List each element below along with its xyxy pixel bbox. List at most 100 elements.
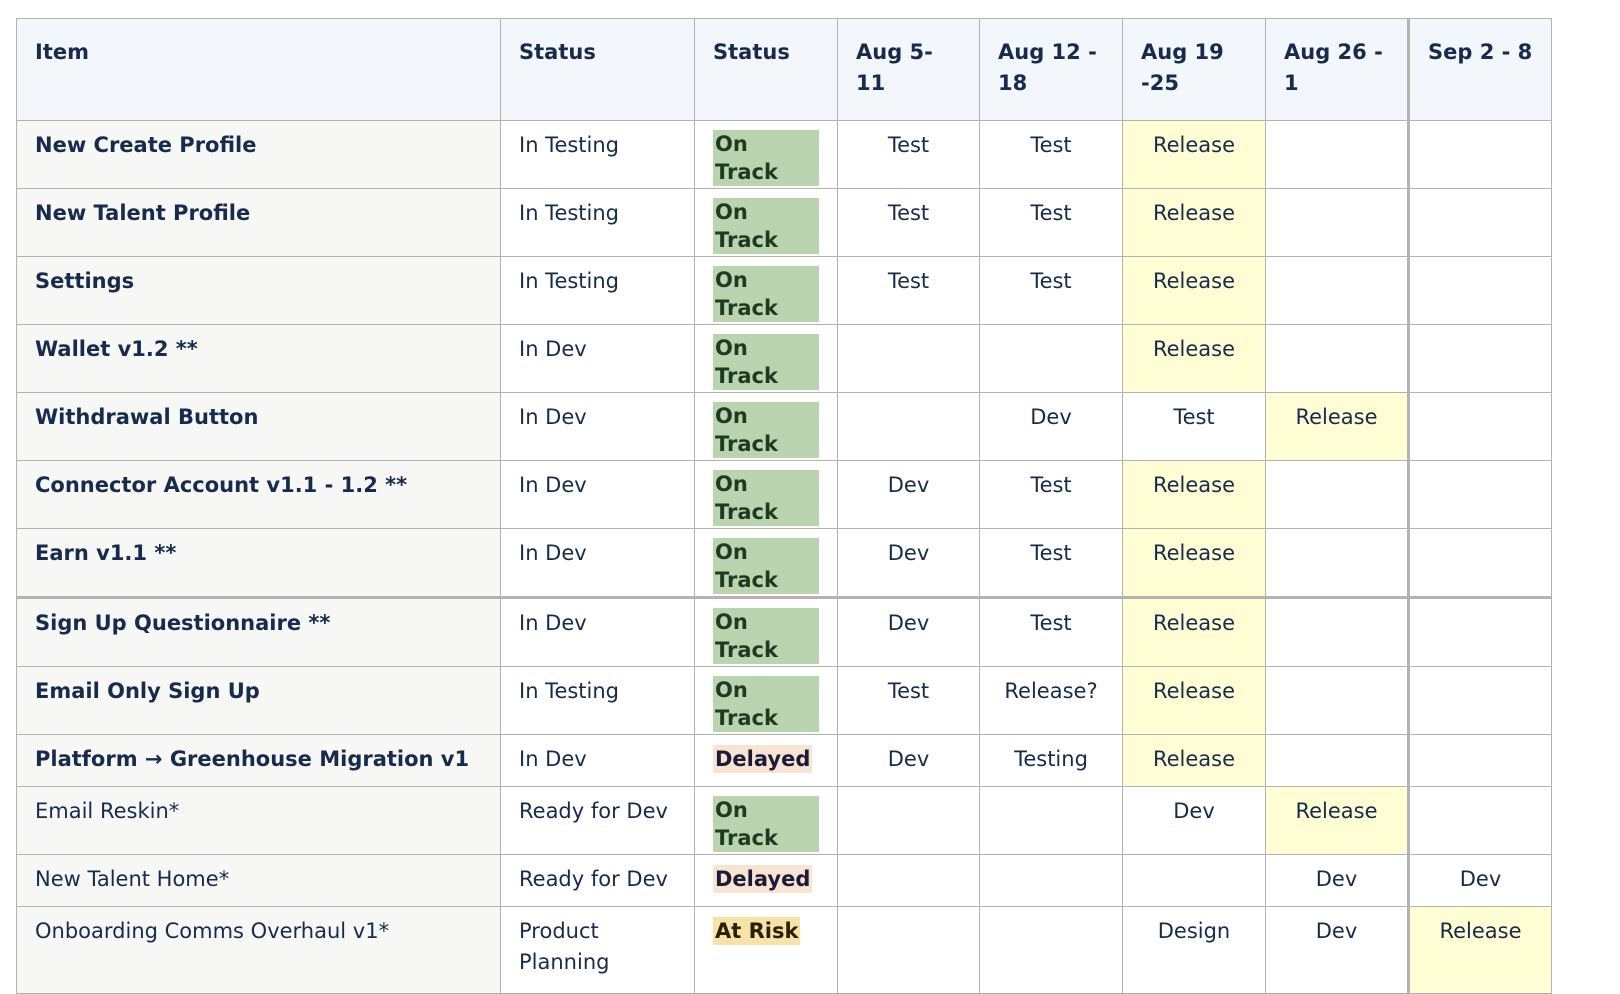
week-cell-5 [1408, 120, 1552, 189]
week-cell-4 [1265, 596, 1410, 667]
week-cell-5 [1408, 666, 1552, 735]
dev-status: In Testing [500, 256, 695, 325]
dev-status: Product Planning [500, 906, 695, 994]
week-cell-4: Release [1265, 786, 1410, 855]
week-cell-2: Test [979, 120, 1123, 189]
week-cell-4 [1265, 460, 1410, 529]
week-cell-3: Test [1122, 392, 1266, 461]
dev-status: In Dev [500, 460, 695, 529]
table-row: Settings In Testing On Track Test Test Releas… [16, 256, 1552, 325]
status-badge: On Track [713, 796, 819, 852]
week-cell-5 [1408, 324, 1552, 393]
dev-status: In Dev [500, 324, 695, 393]
table-row: New Talent Profile In Testing On Track Test… [16, 188, 1552, 257]
status-badge: On Track [713, 538, 819, 594]
week-cell-1 [837, 392, 980, 461]
week-cell-4 [1265, 734, 1410, 787]
table-row: Earn v1.1 ** In Dev On Track Dev Test Release [16, 528, 1552, 598]
health-cell: On Track [694, 786, 838, 855]
week-cell-4 [1265, 256, 1410, 325]
health-cell: Delayed [694, 734, 838, 787]
table-header: Item Status Status Aug 5-11 Aug 12 - 18 … [16, 18, 1552, 121]
week-cell-1 [837, 906, 980, 994]
table-row: New Talent Home* Ready for Dev Delayed Dev D… [16, 854, 1552, 907]
week-cell-3: Release [1122, 460, 1266, 529]
week-cell-2 [979, 786, 1123, 855]
item-name: Connector Account v1.1 - 1.2 ** [16, 460, 501, 529]
health-cell: On Track [694, 666, 838, 735]
table-row: New Create Profile In Testing On Track Test… [16, 120, 1552, 189]
health-cell: On Track [694, 188, 838, 257]
status-badge: Delayed [713, 745, 813, 773]
health-cell: On Track [694, 460, 838, 529]
status-badge: Delayed [713, 865, 813, 893]
week-cell-3: Release [1122, 120, 1266, 189]
item-name: New Talent Profile [16, 188, 501, 257]
item-name: Platform → Greenhouse Migration v1 [16, 734, 501, 787]
week-cell-1 [837, 324, 980, 393]
week-cell-1: Test [837, 666, 980, 735]
header-week-2: Aug 12 - 18 [979, 18, 1123, 121]
week-cell-1: Dev [837, 734, 980, 787]
item-name: Sign Up Questionnaire ** [16, 596, 501, 667]
dev-status: In Dev [500, 596, 695, 667]
dev-status: In Testing [500, 666, 695, 735]
status-badge: On Track [713, 470, 819, 526]
week-cell-4: Release [1265, 392, 1410, 461]
header-week-4: Aug 26 - 1 [1265, 18, 1410, 121]
week-cell-1 [837, 854, 980, 907]
item-name: Withdrawal Button [16, 392, 501, 461]
week-cell-4: Dev [1265, 854, 1410, 907]
week-cell-3: Release [1122, 324, 1266, 393]
status-badge: On Track [713, 334, 819, 390]
week-cell-2: Test [979, 256, 1123, 325]
header-row: Item Status Status Aug 5-11 Aug 12 - 18 … [16, 18, 1552, 121]
item-name: Wallet v1.2 ** [16, 324, 501, 393]
item-name: New Talent Home* [16, 854, 501, 907]
health-cell: On Track [694, 324, 838, 393]
table-row: Withdrawal Button In Dev On Track Dev Test Re… [16, 392, 1552, 461]
item-name: Settings [16, 256, 501, 325]
status-badge: On Track [713, 676, 819, 732]
week-cell-3: Release [1122, 188, 1266, 257]
week-cell-4 [1265, 324, 1410, 393]
table-body: New Create Profile In Testing On Track Test… [16, 120, 1552, 994]
status-badge: At Risk [713, 917, 801, 945]
table-row: Sign Up Questionnaire ** In Dev On Track De… [16, 596, 1552, 667]
week-cell-3: Release [1122, 256, 1266, 325]
week-cell-4 [1265, 120, 1410, 189]
health-cell: On Track [694, 256, 838, 325]
status-badge: On Track [713, 266, 819, 322]
week-cell-1: Test [837, 256, 980, 325]
header-week-3: Aug 19 -25 [1122, 18, 1266, 121]
table-row: Onboarding Comms Overhaul v1* Product Pla… [16, 906, 1552, 994]
week-cell-5: Dev [1408, 854, 1552, 907]
table-row: Email Only Sign Up In Testing On Track Test… [16, 666, 1552, 735]
week-cell-5 [1408, 786, 1552, 855]
week-cell-3: Dev [1122, 786, 1266, 855]
week-cell-3 [1122, 854, 1266, 907]
week-cell-2 [979, 324, 1123, 393]
week-cell-3: Release [1122, 596, 1266, 667]
header-health: Status [694, 18, 838, 121]
dev-status: In Dev [500, 528, 695, 598]
roadmap-table: Item Status Status Aug 5-11 Aug 12 - 18 … [16, 18, 1552, 994]
week-cell-2: Testing [979, 734, 1123, 787]
week-cell-5 [1408, 596, 1552, 667]
health-cell: On Track [694, 120, 838, 189]
dev-status: In Dev [500, 734, 695, 787]
header-week-1: Aug 5-11 [837, 18, 980, 121]
table-row: Connector Account v1.1 - 1.2 ** In Dev On … [16, 460, 1552, 529]
health-cell: On Track [694, 392, 838, 461]
week-cell-2: Test [979, 188, 1123, 257]
dev-status: Ready for Dev [500, 786, 695, 855]
week-cell-1: Dev [837, 596, 980, 667]
week-cell-5 [1408, 188, 1552, 257]
week-cell-2: Test [979, 460, 1123, 529]
week-cell-4 [1265, 666, 1410, 735]
week-cell-1: Test [837, 120, 980, 189]
week-cell-1: Dev [837, 528, 980, 598]
health-cell: On Track [694, 596, 838, 667]
week-cell-3: Design [1122, 906, 1266, 994]
week-cell-5 [1408, 392, 1552, 461]
